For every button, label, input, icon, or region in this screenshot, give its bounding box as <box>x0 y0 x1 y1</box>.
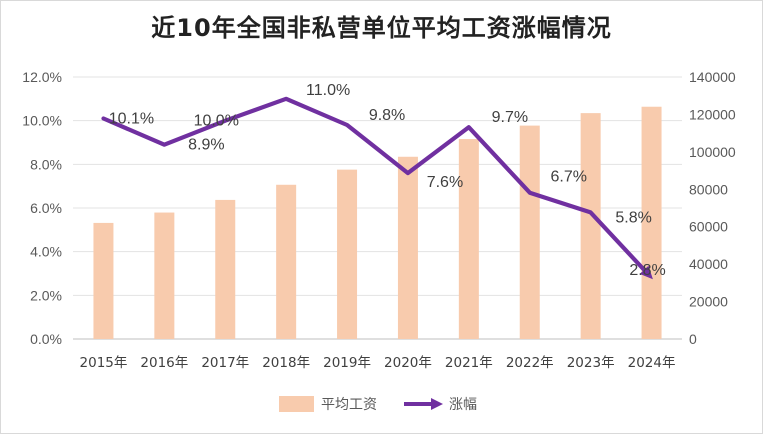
y-right-tick-label: 0 <box>689 331 697 347</box>
y-left-tick-label: 12.0% <box>22 69 62 85</box>
chart-title: 近10年全国非私营单位平均工资涨幅情况 <box>151 14 612 42</box>
bar-7 <box>458 139 479 339</box>
y-axis-left: 0.0% 2.0% 4.0% 6.0% 8.0% 10.0% 12.0% <box>22 69 62 347</box>
legend-label-bar: 平均工资 <box>321 397 377 413</box>
y-left-tick-label: 2.0% <box>30 287 62 303</box>
data-label: 10.0% <box>194 113 239 130</box>
y-axis-right: 0 20000 40000 60000 80000 100000 120000 140000 <box>689 69 736 347</box>
x-tick-label: 2018年 <box>262 355 310 371</box>
y-right-tick-label: 120000 <box>689 106 736 122</box>
legend-label-line: 涨幅 <box>449 397 477 413</box>
data-label: 2.8% <box>629 262 665 279</box>
legend: 平均工资 涨幅 <box>279 396 477 413</box>
y-left-tick-label: 0.0% <box>30 331 62 347</box>
data-label: 10.1% <box>109 110 154 127</box>
data-label: 9.7% <box>492 109 528 126</box>
x-tick-label: 2017年 <box>201 355 249 371</box>
x-tick-label: 2016年 <box>140 355 188 371</box>
y-right-tick-label: 60000 <box>689 219 728 235</box>
line-path <box>101 96 650 276</box>
data-labels: 10.1% 8.9% 10.0% 11.0% 9.8% 7.6% 9.7% 6.7% 5.8% 2… <box>109 82 666 279</box>
y-right-tick-label: 40000 <box>689 256 728 272</box>
x-tick-label: 2019年 <box>323 355 371 371</box>
x-tick-label: 2015年 <box>80 355 128 371</box>
bar-6 <box>397 156 418 339</box>
data-label: 8.9% <box>188 137 224 154</box>
y-left-tick-label: 8.0% <box>30 156 62 172</box>
bar-3 <box>215 199 236 339</box>
x-tick-label: 2021年 <box>445 355 493 371</box>
data-label: 9.8% <box>369 107 405 124</box>
x-tick-label: 2022年 <box>506 355 554 371</box>
bar-4 <box>276 184 297 339</box>
bar-1 <box>93 222 114 339</box>
data-label: 5.8% <box>615 209 651 226</box>
x-tick-label: 2023年 <box>567 355 615 371</box>
x-tick-label: 2024年 <box>628 355 676 371</box>
legend-arrowhead <box>431 398 443 410</box>
x-tick-label: 2020年 <box>384 355 432 371</box>
y-right-tick-label: 140000 <box>689 69 736 85</box>
bar-series <box>93 106 662 339</box>
y-left-tick-label: 4.0% <box>30 244 62 260</box>
bar-10 <box>641 106 662 339</box>
bar-9 <box>580 113 601 339</box>
bar-5 <box>337 169 358 339</box>
bar-8 <box>519 125 540 339</box>
y-left-tick-label: 6.0% <box>30 200 62 216</box>
data-label: 7.6% <box>427 174 463 191</box>
y-right-tick-label: 80000 <box>689 181 728 197</box>
legend-swatch-bar <box>279 396 314 412</box>
x-axis: 2015年 2016年 2017年 2018年 2019年 2020年 2021年 2022年… <box>80 355 676 371</box>
line-arrowhead <box>639 265 653 280</box>
bar-2 <box>154 212 175 339</box>
y-right-tick-label: 100000 <box>689 144 736 160</box>
line-series <box>101 96 653 280</box>
y-left-tick-label: 10.0% <box>22 113 62 129</box>
y-right-tick-label: 20000 <box>689 294 728 310</box>
data-label: 11.0% <box>306 82 350 99</box>
data-label: 6.7% <box>551 169 587 186</box>
